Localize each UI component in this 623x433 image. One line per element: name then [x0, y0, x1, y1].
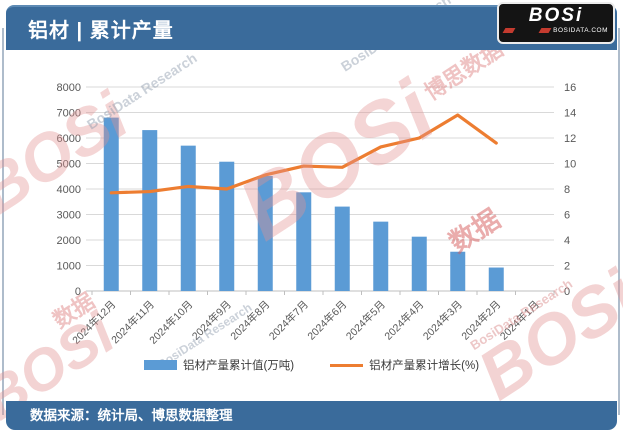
right-border [618, 28, 620, 415]
bar-2024年11月 [142, 130, 158, 291]
svg-text:12: 12 [564, 133, 576, 145]
svg-text:4000: 4000 [57, 184, 81, 196]
x-axis-ticks [91, 291, 555, 295]
svg-text:0: 0 [564, 286, 570, 298]
bar-series-swatch [143, 360, 177, 370]
svg-text:8000: 8000 [57, 82, 81, 94]
bar-2024年3月 [450, 251, 466, 291]
svg-text:2000: 2000 [57, 235, 81, 247]
bar-2024年6月 [334, 206, 350, 291]
bosi-logo-domain: BOSIDATA.COM [553, 27, 608, 34]
chart-legend: 铝材产量累计值(万吨) 铝材产量累计增长(%) [0, 357, 623, 373]
left-axis-labels: 0 1000 2000 3000 4000 5000 6000 7000 8000 [57, 82, 81, 298]
bosi-logo-text: BOSi [528, 5, 584, 26]
right-axis-labels: 0 2 4 6 8 10 12 14 16 [564, 82, 576, 298]
svg-text:2024年1月: 2024年1月 [497, 298, 542, 343]
bar-2024年2月 [488, 267, 504, 291]
svg-text:3000: 3000 [57, 210, 81, 222]
legend-bar-label: 铝材产量累计值(万吨) [182, 360, 295, 372]
svg-text:2024年4月: 2024年4月 [382, 298, 427, 343]
logo-stripe-icon [538, 28, 552, 33]
svg-text:6: 6 [564, 210, 570, 222]
x-axis-labels: 2024年12月2024年11月2024年10月2024年9月2024年8月20… [70, 298, 542, 347]
svg-text:2024年6月: 2024年6月 [305, 298, 350, 343]
bar-2024年8月 [257, 175, 273, 291]
bar-2024年9月 [219, 161, 235, 291]
svg-text:5000: 5000 [57, 159, 81, 171]
svg-text:2024年8月: 2024年8月 [228, 298, 273, 343]
bar-2024年5月 [373, 221, 389, 291]
bars [103, 117, 504, 291]
svg-text:4: 4 [564, 235, 570, 247]
legend-item-line: 铝材产量累计增长(%) [330, 357, 479, 373]
svg-text:0: 0 [75, 286, 81, 298]
footer-bar: 数据来源：统计局、博思数据整理 [6, 401, 617, 430]
svg-text:2024年7月: 2024年7月 [266, 298, 311, 343]
line-series-swatch [330, 363, 364, 367]
page-title: 铝材 | 累计产量 [28, 20, 174, 42]
svg-text:7000: 7000 [57, 108, 81, 120]
chart-canvas: 0 1000 2000 3000 4000 5000 6000 7000 8000 0 2 4 6 8 10… [57, 82, 577, 347]
svg-text:2024年2月: 2024年2月 [459, 298, 504, 343]
bar-2024年10月 [180, 145, 196, 291]
svg-text:16: 16 [564, 82, 576, 94]
svg-text:10: 10 [564, 159, 576, 171]
logo-stripe-icon [502, 28, 516, 33]
bosi-logo-bottom: BOSIDATA.COM [502, 26, 608, 35]
bar-2024年12月 [103, 117, 119, 291]
bar-2024年7月 [296, 192, 312, 291]
legend-line-label: 铝材产量累计增长(%) [369, 360, 480, 372]
svg-text:2024年3月: 2024年3月 [420, 298, 465, 343]
bar-2024年4月 [411, 236, 427, 291]
svg-text:8: 8 [564, 184, 570, 196]
left-border [2, 28, 4, 415]
bosi-logo: BOSi BOSIDATA.COM [497, 2, 615, 44]
svg-text:6000: 6000 [57, 133, 81, 145]
data-source-text: 数据来源：统计局、博思数据整理 [30, 408, 233, 423]
svg-text:14: 14 [564, 108, 576, 120]
svg-text:2024年5月: 2024年5月 [343, 298, 388, 343]
svg-text:2024年9月: 2024年9月 [189, 298, 234, 343]
svg-text:1000: 1000 [57, 261, 81, 273]
legend-item-bar: 铝材产量累计值(万吨) [143, 357, 295, 373]
growth-line [109, 113, 498, 195]
svg-text:2: 2 [564, 261, 570, 273]
